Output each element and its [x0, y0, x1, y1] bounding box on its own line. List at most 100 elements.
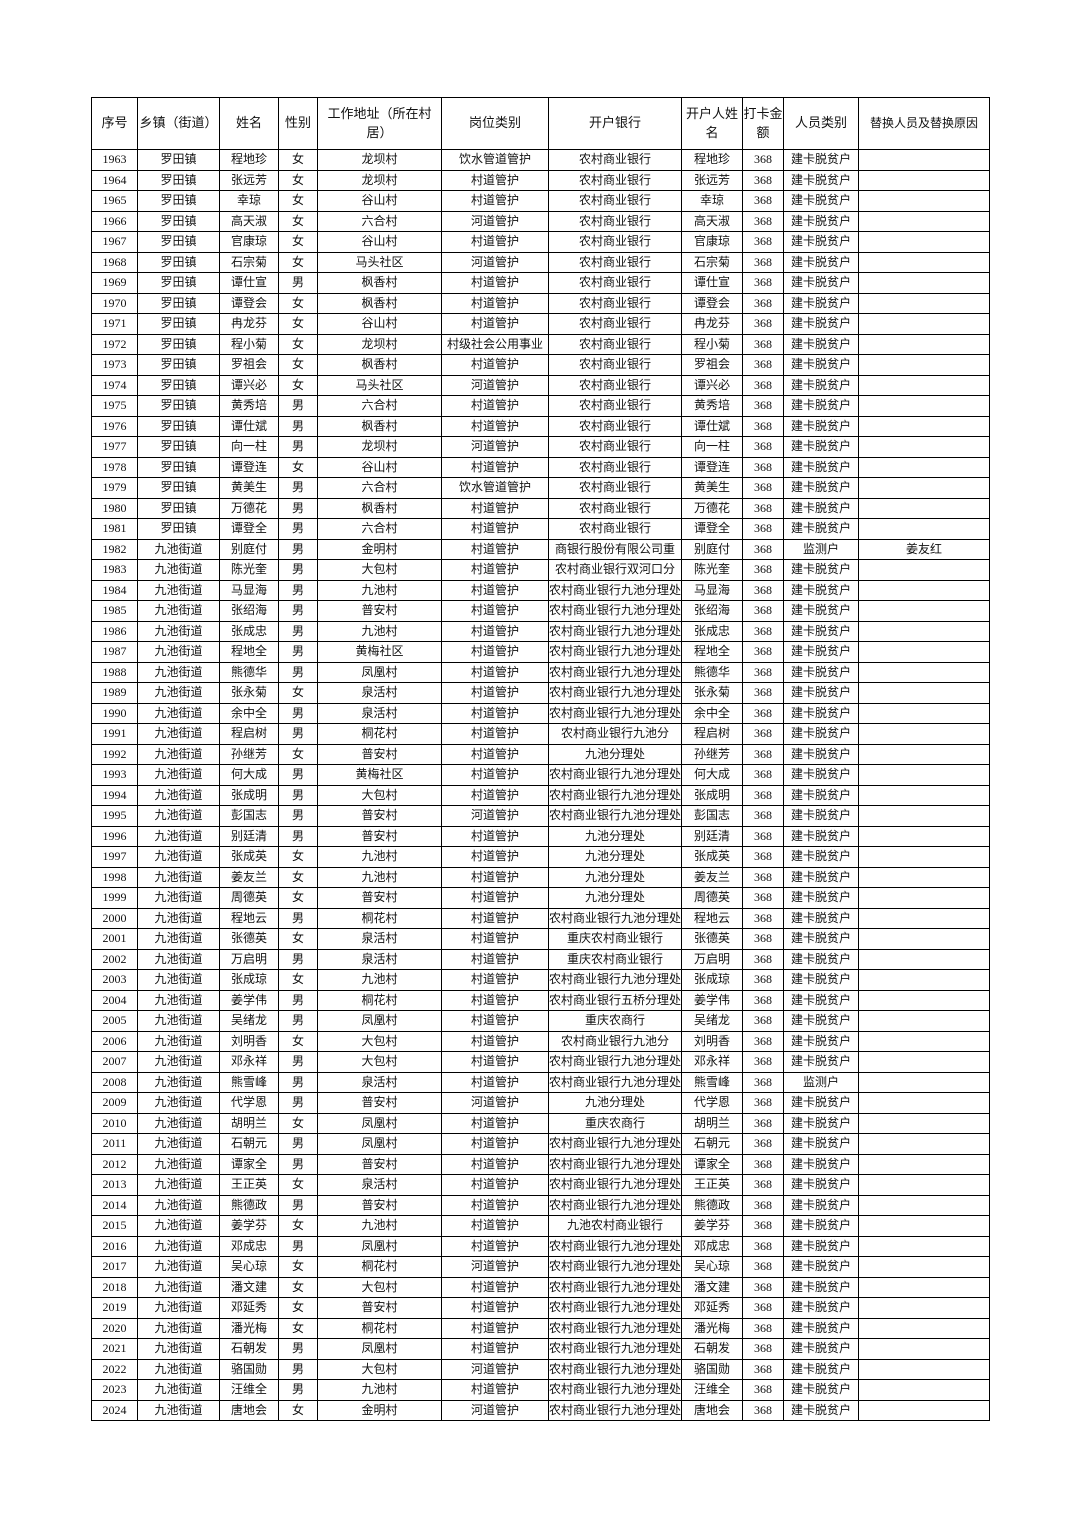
bank-text: 农村商业银行	[579, 193, 652, 208]
bank-text: 九池分理处	[585, 869, 646, 884]
seq-text: 2008	[102, 1074, 127, 1089]
name-text: 罗祖会	[230, 357, 267, 372]
cell-amount: 368	[742, 1215, 785, 1237]
post-text: 村道管护	[470, 972, 519, 987]
amount-text: 368	[754, 992, 773, 1007]
gender-text: 男	[291, 500, 304, 515]
cell-town: 九池街道	[137, 1010, 220, 1032]
name-text: 程启树	[230, 726, 267, 741]
category-text: 建卡脱贫户	[791, 1197, 852, 1212]
holder-text: 幸琼	[700, 193, 725, 208]
cell-bank: 农村商业银行九池分理处	[547, 1399, 683, 1421]
cell-amount: 368	[742, 1092, 785, 1114]
cell-bank: 农村商业银行九池分理处	[547, 1194, 683, 1216]
town-text: 罗田镇	[160, 439, 197, 454]
post-text: 河道管护	[470, 1361, 519, 1376]
cell-replacement	[858, 1030, 991, 1052]
cell-category: 建卡脱贫户	[783, 415, 860, 437]
gender-text: 女	[291, 869, 304, 884]
post-text: 村道管护	[470, 849, 519, 864]
gender-text: 男	[291, 275, 304, 290]
category-text: 建卡脱贫户	[791, 480, 852, 495]
post-text: 村道管护	[470, 726, 519, 741]
amount-text: 368	[754, 541, 773, 556]
gender-text: 女	[291, 1177, 304, 1192]
cell-town: 九池街道	[137, 989, 220, 1011]
cell-post: 村道管护	[441, 518, 549, 540]
holder-text: 石朝元	[694, 1136, 731, 1151]
gender-text: 女	[291, 931, 304, 946]
holder-text: 别廷清	[694, 828, 731, 843]
name-text: 黄秀培	[230, 398, 267, 413]
bank-text: 农村商业银行九池分理处	[549, 685, 682, 700]
address-text: 桐花村	[361, 1320, 398, 1335]
post-text: 河道管护	[470, 377, 519, 392]
table-row: 1989 九池街道 张永菊女泉活村 村道管护 农村商业银行九池分理处 张永菊 368 建卡脱贫…	[91, 682, 991, 704]
cell-amount: 368	[742, 210, 785, 232]
cell-gender: 女	[278, 1399, 318, 1421]
category-text: 建卡脱贫户	[791, 1259, 852, 1274]
table-row: 2007 九池街道 邓永祥男大包村 村道管护 农村商业银行九池分理处 邓永祥 368 建卡脱贫…	[91, 1051, 991, 1073]
bank-text: 九池分理处	[585, 1095, 646, 1110]
cell-category: 建卡脱贫户	[783, 661, 860, 683]
seq-text: 2020	[102, 1320, 127, 1335]
holder-text: 王正英	[694, 1177, 731, 1192]
cell-post: 村道管护	[441, 969, 549, 991]
town-text: 罗田镇	[160, 480, 197, 495]
cell-gender: 男	[278, 989, 318, 1011]
post-text: 村道管护	[470, 623, 519, 638]
cell-address: 泉活村	[317, 702, 442, 724]
header-category: 人员类别	[783, 97, 860, 150]
cell-seq: 2015	[91, 1215, 138, 1237]
holder-text: 程地全	[694, 644, 731, 659]
name-text: 谭登连	[230, 459, 267, 474]
cell-gender: 男	[278, 579, 318, 601]
cell-amount: 368	[742, 989, 785, 1011]
cell-address: 普安村	[317, 1092, 442, 1114]
category-text: 建卡脱贫户	[791, 152, 852, 167]
bank-text: 农村商业银行	[579, 234, 652, 249]
cell-holder: 吴绪龙	[681, 1010, 744, 1032]
cell-town: 九池街道	[137, 641, 220, 663]
bank-text: 重庆农村商业银行	[567, 951, 664, 966]
cell-name: 熊德华	[219, 661, 279, 683]
holder-text: 万德花	[694, 500, 731, 515]
cell-seq: 2010	[91, 1112, 138, 1134]
bank-text: 九池分理处	[585, 890, 646, 905]
replacement-text: 姜友红	[906, 541, 943, 556]
cell-holder: 官康琼	[681, 231, 744, 253]
name-text: 谭兴必	[230, 377, 267, 392]
cell-town: 九池街道	[137, 1235, 220, 1257]
cell-post: 河道管护	[441, 1092, 549, 1114]
gender-text: 男	[291, 480, 304, 495]
town-text: 九池街道	[154, 767, 203, 782]
cell-address: 凤凰村	[317, 1235, 442, 1257]
cell-category: 建卡脱贫户	[783, 1010, 860, 1032]
cell-gender: 男	[278, 1133, 318, 1155]
table-row: 2003 九池街道 张成琼女九池村 村道管护 农村商业银行九池分理处 张成琼 368 建卡脱贫…	[91, 969, 991, 991]
cell-bank: 农村商业银行九池分	[547, 1030, 683, 1052]
cell-post: 村道管护	[441, 559, 549, 581]
cell-gender: 男	[278, 497, 318, 519]
cell-category: 建卡脱贫户	[783, 149, 860, 171]
cell-amount: 368	[742, 497, 785, 519]
cell-gender: 男	[278, 620, 318, 642]
category-text: 建卡脱贫户	[791, 582, 852, 597]
category-text: 建卡脱贫户	[791, 1361, 852, 1376]
cell-seq: 1979	[91, 477, 138, 499]
cell-category: 建卡脱贫户	[783, 764, 860, 786]
cell-holder: 程启树	[681, 723, 744, 745]
holder-text: 代学恩	[694, 1095, 731, 1110]
amount-text: 368	[754, 1238, 773, 1253]
gender-text: 男	[291, 828, 304, 843]
cell-holder: 张绍海	[681, 600, 744, 622]
cell-name: 石朝发	[219, 1338, 279, 1360]
cell-bank: 农村商业银行九池分理处	[547, 661, 683, 683]
holder-text: 谭登连	[694, 459, 731, 474]
cell-address: 凤凰村	[317, 661, 442, 683]
cell-gender: 男	[278, 764, 318, 786]
name-text: 邓成忠	[230, 1238, 267, 1253]
cell-name: 谭仕斌	[219, 415, 279, 437]
gender-text: 男	[291, 1341, 304, 1356]
category-text: 建卡脱贫户	[791, 910, 852, 925]
